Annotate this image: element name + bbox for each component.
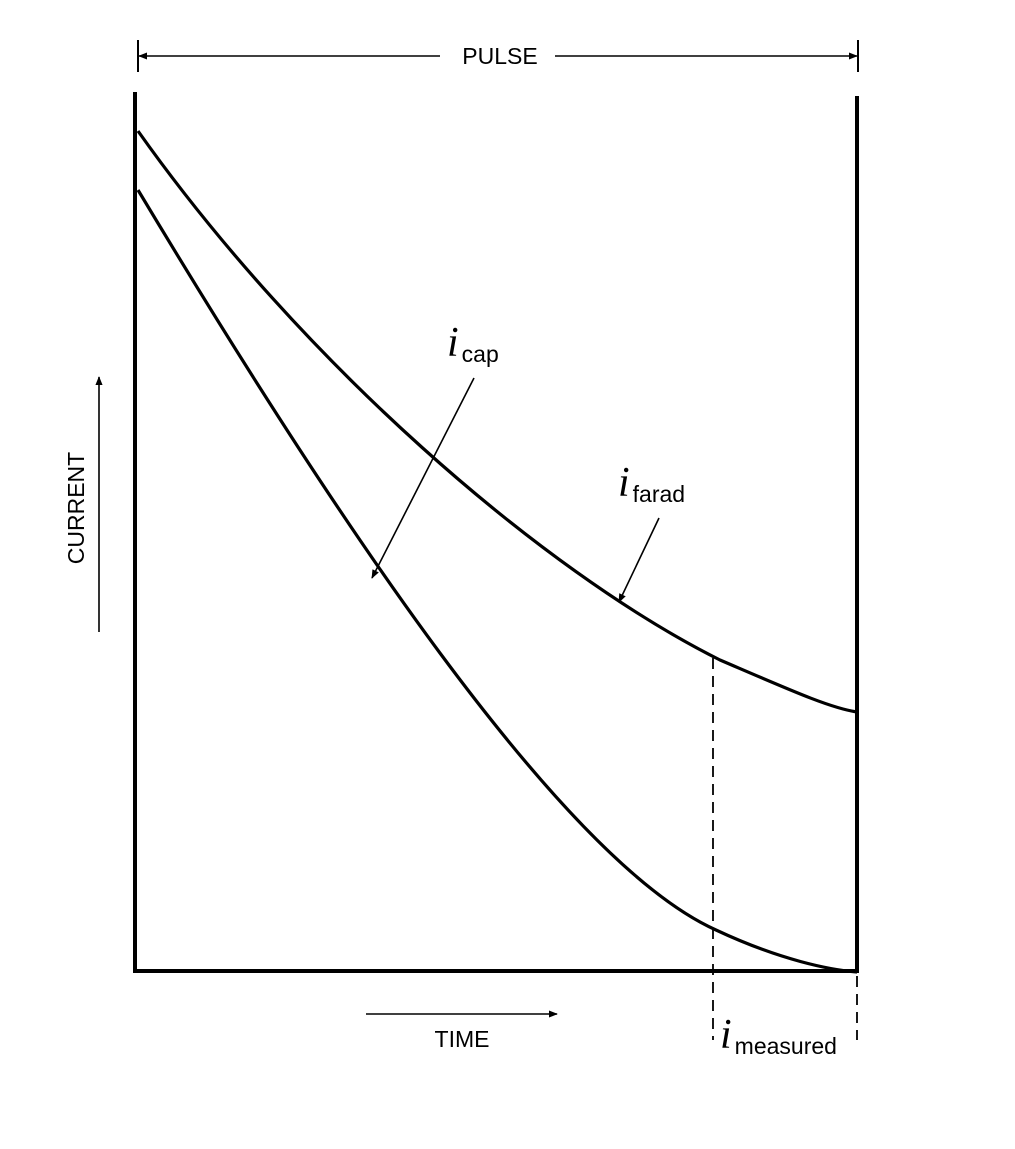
- i-cap-label: i cap: [447, 320, 499, 367]
- i-cap-leader-arrow: [371, 377, 475, 579]
- current-axis-label: CURRENT: [63, 452, 89, 564]
- i-cap-annotation: i cap: [371, 320, 499, 579]
- i-farad-label: i farad: [618, 460, 685, 507]
- faradaic-current-curve: [136, 130, 858, 714]
- i-farad-leader-arrow: [618, 517, 660, 603]
- time-axis-label-group: TIME: [366, 1010, 558, 1052]
- measurement-markers: [712, 658, 858, 1040]
- capacitive-current-curve: [136, 189, 858, 974]
- pulse-label: PULSE: [462, 43, 537, 69]
- plot-frame: [133, 92, 859, 973]
- i-farad-annotation: i farad: [618, 460, 685, 603]
- pulse-span-indicator: PULSE: [137, 40, 859, 72]
- time-axis-label: TIME: [435, 1026, 490, 1052]
- current-axis-label-group: CURRENT: [63, 376, 103, 632]
- i-measured-label: i measured: [720, 1012, 837, 1059]
